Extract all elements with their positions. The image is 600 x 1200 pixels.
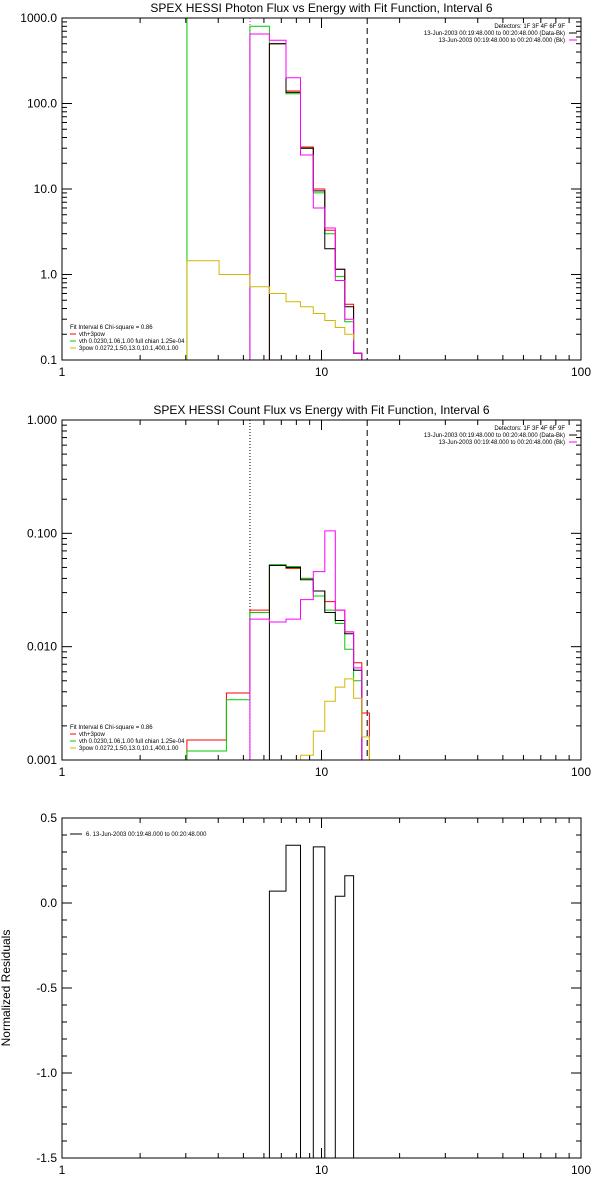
legend-label: vth+3pow xyxy=(79,332,106,338)
series-line-2 xyxy=(268,43,363,360)
legend-header: Fit Interval 6 Chi-square = 0.86 xyxy=(70,725,153,731)
series-line-1 xyxy=(186,565,370,760)
chart-panel-2: SPEX HESSI Count Flux vs Energy with Fit… xyxy=(27,403,591,779)
chart-panel-1: SPEX HESSI Photon Flux vs Energy with Fi… xyxy=(20,1,591,379)
x-tick-label: 1 xyxy=(59,1163,66,1177)
y-tick-label: 0.5 xyxy=(40,811,57,825)
legend-label: vth 0.0230,1.06,1.00 full chian 1.25e-04 xyxy=(79,739,185,745)
y-tick-label: 0.010 xyxy=(27,640,57,654)
x-tick-label: 100 xyxy=(571,765,591,779)
series-line-4 xyxy=(249,530,363,760)
x-tick-label: 10 xyxy=(315,765,329,779)
x-tick-label: 10 xyxy=(315,365,329,379)
legend-label: vth+3pow xyxy=(79,732,106,738)
data-layer xyxy=(186,18,368,360)
y-tick-label: 1000.0 xyxy=(20,11,57,25)
plot-frame xyxy=(61,419,582,761)
x-tick-label: 1 xyxy=(59,765,66,779)
x-tick-label: 1 xyxy=(59,365,66,379)
y-tick-label: 10.0 xyxy=(34,182,58,196)
series-line-1 xyxy=(249,844,368,1158)
series-line-3 xyxy=(268,565,363,760)
y-tick-label: 0.0 xyxy=(40,896,57,910)
series-line-4 xyxy=(249,33,363,360)
legend-label: 3pow 0.0272,1.50,13.0,10.1,400,1.00 xyxy=(79,346,179,352)
y-tick-label: -1.0 xyxy=(36,1066,57,1080)
legend-label: 3pow 0.0272,1.50,13.0,10.1,400,1.00 xyxy=(79,746,179,752)
x-tick-label: 100 xyxy=(571,1163,591,1177)
series-line-3 xyxy=(268,43,363,360)
y-tick-label: 1.0 xyxy=(40,268,57,282)
y-tick-label: 100.0 xyxy=(27,97,57,111)
info-text-2: 13-Jun-2003 00:19:48.000 to 00:20:48.000… xyxy=(424,433,565,439)
x-tick-label: 10 xyxy=(315,1163,329,1177)
info-text-3: 13-Jun-2003 00:19:48.000 to 00:20:48.000… xyxy=(439,440,565,446)
data-layer xyxy=(249,844,368,1158)
y-tick-label: 0.1 xyxy=(40,353,57,367)
legend-label: vth 0.0230,1.06,1.00 full chian 1.25e-04 xyxy=(79,339,185,345)
plot-frame xyxy=(61,17,582,361)
series-line-5 xyxy=(186,260,355,360)
info-text-3: 13-Jun-2003 00:19:48.000 to 00:20:48.000… xyxy=(439,38,565,44)
axis-ticks xyxy=(61,420,581,761)
info-text-1: Detectors: 1F 3F 4F 6F 9F xyxy=(494,24,565,30)
chart-title: SPEX HESSI Count Flux vs Energy with Fit… xyxy=(153,403,489,417)
y-tick-label: -1.5 xyxy=(36,1151,57,1165)
info-text-2: 13-Jun-2003 00:19:48.000 to 00:20:48.000… xyxy=(424,31,565,37)
legend-header: Fit Interval 6 Chi-square = 0.86 xyxy=(70,325,153,331)
series-line-5 xyxy=(300,678,370,760)
chart-panel-3: Normalized Residuals 1 10 100 -1.5 -1.0 -0.5 0.… xyxy=(0,811,591,1177)
series-line-2 xyxy=(186,564,363,760)
x-tick-label: 100 xyxy=(571,365,591,379)
y-axis-label: Normalized Residuals xyxy=(0,930,13,1047)
y-tick-label: 0.001 xyxy=(27,753,57,767)
y-tick-label: -0.5 xyxy=(36,981,57,995)
data-layer xyxy=(186,420,370,760)
legend-label: 6. 13-Jun-2003 00:19:48.000 to 00:20:48.… xyxy=(86,832,207,838)
chart-title: SPEX HESSI Photon Flux vs Energy with Fi… xyxy=(150,1,492,15)
y-tick-label: 1.000 xyxy=(27,413,57,427)
info-text-1: Detectors: 1F 3F 4F 6F 9F xyxy=(494,426,565,432)
axis-ticks xyxy=(61,817,581,1159)
plot-frame xyxy=(61,817,582,1159)
y-tick-label: 0.100 xyxy=(27,526,57,540)
